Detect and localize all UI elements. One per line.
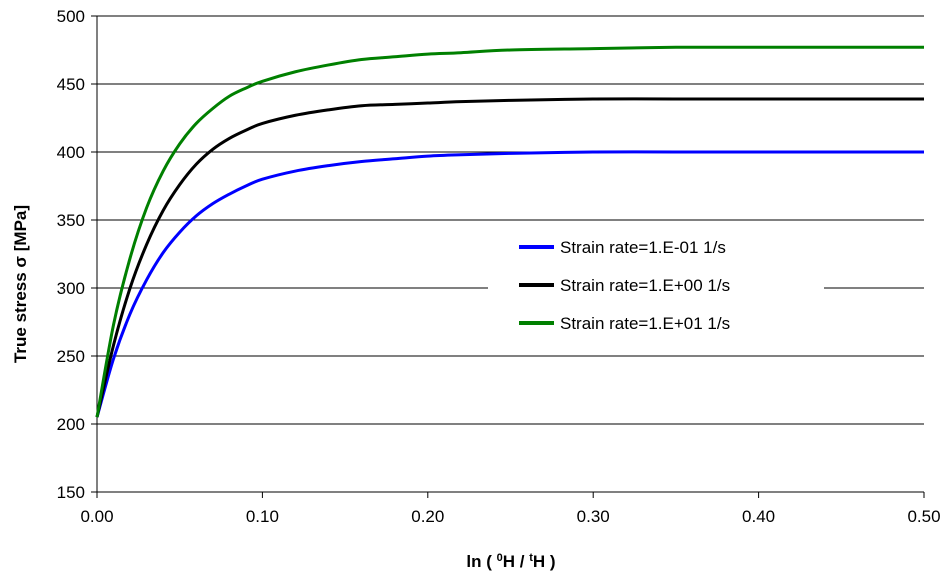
tick-labels: 150 200 250 300 350 400 450 500 0.00 0.10 0.20 0.30… bbox=[57, 7, 941, 526]
x-axis-title-den-sup: t bbox=[529, 552, 533, 564]
x-tick-label: 0.10 bbox=[246, 507, 279, 526]
x-tick-label: 0.00 bbox=[80, 507, 113, 526]
x-axis-title-num-base: H / bbox=[503, 552, 529, 571]
x-tick-label: 0.40 bbox=[742, 507, 775, 526]
legend: Strain rate=1.E-01 1/s Strain rate=1.E+0… bbox=[488, 228, 824, 344]
series-line bbox=[95, 45, 924, 418]
series-line bbox=[95, 150, 924, 418]
x-tick-label: 0.30 bbox=[577, 507, 610, 526]
x-tick-label: 0.50 bbox=[907, 507, 940, 526]
x-axis-title: ln ( 0H / tH ) bbox=[466, 552, 555, 571]
y-tick-label: 250 bbox=[57, 347, 85, 366]
series-lines bbox=[95, 45, 924, 418]
y-axis-title: True stress σ [MPa] bbox=[11, 205, 30, 363]
y-tick-label: 500 bbox=[57, 7, 85, 26]
y-tick-label: 450 bbox=[57, 75, 85, 94]
legend-item: Strain rate=1.E+01 1/s bbox=[519, 314, 730, 333]
y-tick-label: 150 bbox=[57, 483, 85, 502]
legend-item: Strain rate=1.E+00 1/s bbox=[519, 276, 730, 295]
y-tick-label: 300 bbox=[57, 279, 85, 298]
y-tick-label: 400 bbox=[57, 143, 85, 162]
legend-item: Strain rate=1.E-01 1/s bbox=[519, 238, 726, 257]
x-tick-label: 0.20 bbox=[411, 507, 444, 526]
legend-label: Strain rate=1.E-01 1/s bbox=[560, 238, 726, 257]
grid bbox=[97, 15, 924, 425]
legend-label: Strain rate=1.E+00 1/s bbox=[560, 276, 730, 295]
y-tick-label: 350 bbox=[57, 211, 85, 230]
y-tick-label: 200 bbox=[57, 415, 85, 434]
legend-label: Strain rate=1.E+01 1/s bbox=[560, 314, 730, 333]
x-axis-title-num-sup: 0 bbox=[497, 552, 503, 564]
x-axis-title-prefix: ln ( bbox=[466, 552, 496, 571]
x-axis-title-den-base: H ) bbox=[533, 552, 556, 571]
series-line bbox=[95, 97, 924, 418]
